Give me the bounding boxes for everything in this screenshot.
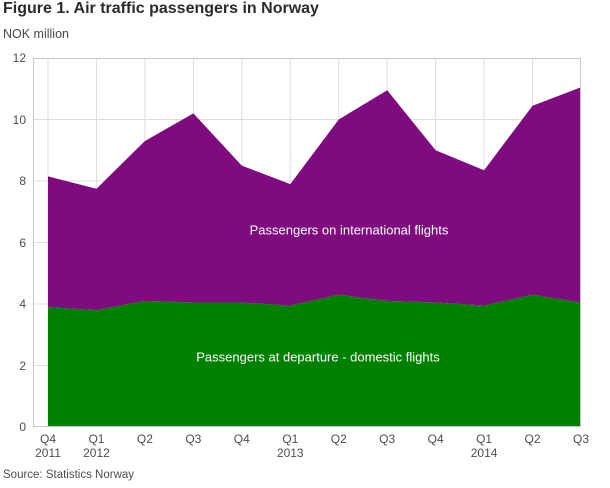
x-tick-label: Q4 (427, 432, 444, 446)
source-note: Source: Statistics Norway (3, 469, 135, 481)
x-tick-label: Q1 (476, 432, 493, 446)
x-tick-label: Q4 (39, 432, 56, 446)
series-label-international: Passengers on international flights (249, 222, 449, 238)
x-tick-label: Q3 (572, 432, 589, 446)
plot-border (33, 58, 581, 427)
y-tick-label: 12 (12, 51, 26, 65)
x-tick-label: Q1 (282, 432, 299, 446)
y-axis-unit-label: NOK million (3, 27, 69, 41)
x-tick-label: Q2 (524, 432, 541, 446)
area-chart (33, 58, 581, 427)
x-year-label: 2014 (470, 446, 498, 460)
y-tick-label: 0 (19, 420, 26, 434)
x-tick-label: Q2 (136, 432, 153, 446)
x-tick-label: Q4 (233, 432, 250, 446)
area-international (48, 87, 581, 311)
chart-title: Figure 1. Air traffic passengers in Norw… (3, 0, 319, 17)
x-tick-label: Q1 (88, 432, 105, 446)
x-tick-label: Q3 (379, 432, 396, 446)
x-year-label: 2012 (83, 446, 110, 460)
area-domestic (48, 294, 581, 427)
plot-area (33, 58, 581, 427)
x-year-label: 2013 (276, 446, 304, 460)
x-year-label: 2011 (35, 446, 61, 460)
y-tick-label: 4 (19, 297, 26, 311)
x-tick-label: Q2 (330, 432, 347, 446)
y-tick-label: 2 (19, 358, 26, 373)
y-tick-label: 8 (19, 174, 26, 188)
y-tick-label: 10 (12, 112, 26, 127)
x-tick-label: Q3 (185, 432, 202, 446)
series-label-domestic: Passengers at departure - domestic fligh… (196, 349, 440, 365)
y-tick-label: 6 (19, 235, 26, 250)
